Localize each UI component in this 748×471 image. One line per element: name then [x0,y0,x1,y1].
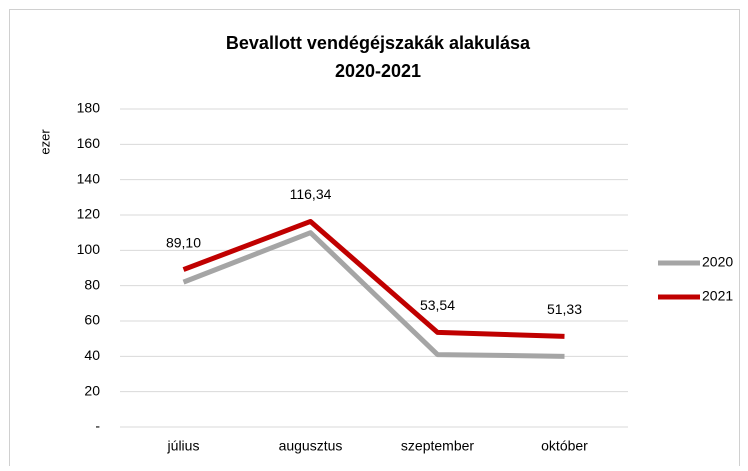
x-tick-label: október [541,438,588,454]
y-tick-label: 80 [84,276,100,292]
x-tick-label: július [167,438,200,454]
chart-subtitle: 2020-2021 [335,61,421,81]
x-tick-label: augusztus [279,438,343,454]
y-tick-label: 160 [77,135,101,151]
y-tick-label: 180 [77,100,101,116]
y-tick-label: - [95,418,100,434]
y-tick-label: 20 [84,382,100,398]
y-tick-label: 60 [84,312,100,328]
legend-label: 2020 [702,254,733,270]
legend-label: 2021 [702,288,733,304]
chart-border [9,9,740,471]
data-label: 116,34 [290,186,332,202]
series-line [182,218,565,339]
chart-title: Bevallott vendégéjszakák alakulása [226,33,531,53]
data-label: 51,33 [547,301,582,317]
y-axis-label: ezer [37,129,52,155]
y-tick-label: 140 [77,170,101,186]
y-tick-label: 120 [77,206,101,222]
y-tick-label: 40 [84,347,100,363]
x-tick-label: szeptember [401,438,474,454]
data-label: 53,54 [420,297,455,313]
y-tick-label: 100 [77,241,101,257]
data-label: 89,10 [166,234,201,250]
series-line [182,230,565,359]
